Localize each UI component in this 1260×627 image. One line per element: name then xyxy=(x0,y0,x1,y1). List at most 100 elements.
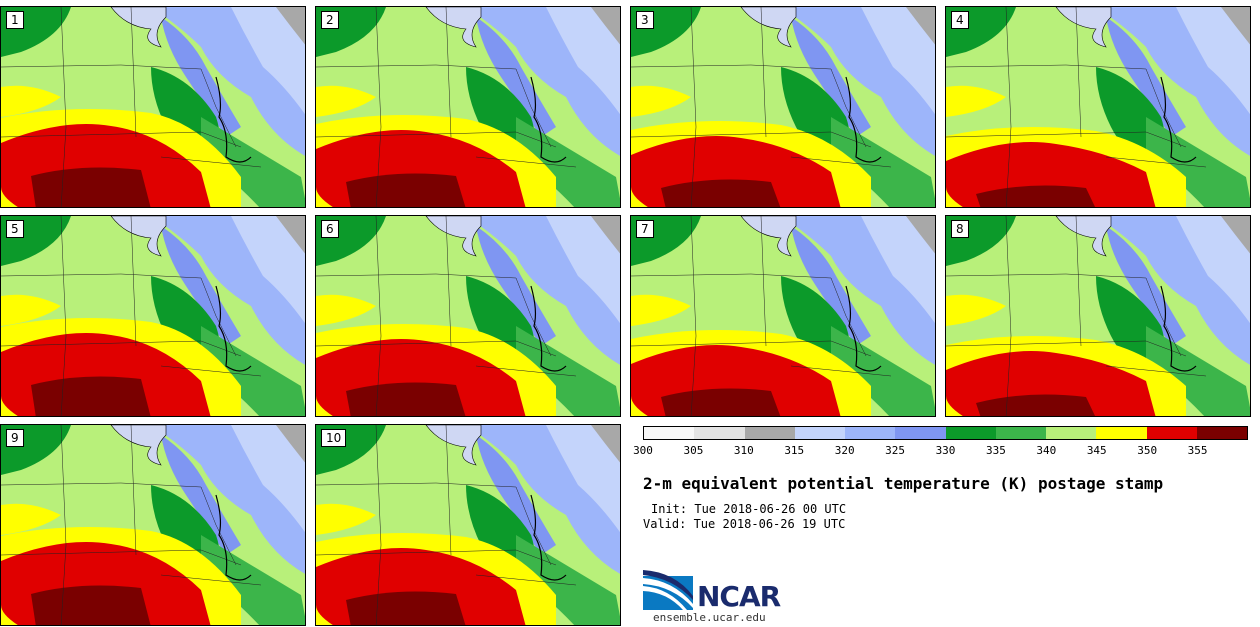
state-border xyxy=(475,574,577,586)
field-contour xyxy=(231,216,305,324)
state-border xyxy=(316,273,517,279)
coastline xyxy=(1160,76,1197,163)
field-contour xyxy=(631,85,691,117)
lake-outline xyxy=(1055,216,1112,257)
colorbar-ticks: 300 305 310 315 320 325 330 335 340 345 350 355 xyxy=(633,444,1248,458)
field-contour xyxy=(276,7,305,45)
state-border xyxy=(515,277,552,357)
state-border xyxy=(475,156,577,168)
state-border xyxy=(790,365,892,377)
field-contour xyxy=(591,7,620,45)
colorbar-tick-label: 335 xyxy=(985,444,1006,457)
colorbar-tick-label: 325 xyxy=(885,444,906,457)
theta-e-field xyxy=(316,7,620,207)
colorbar-tick-label: 320 xyxy=(834,444,855,457)
member-map-8[interactable]: 8 xyxy=(945,215,1251,417)
lake-outline xyxy=(110,216,167,257)
member-label: 10 xyxy=(321,429,347,447)
field-contour xyxy=(546,7,620,115)
state-border xyxy=(946,64,1147,70)
member-map-6[interactable]: 6 xyxy=(315,215,621,417)
theta-e-field xyxy=(946,7,1250,207)
state-border xyxy=(316,549,557,566)
state-border xyxy=(1,549,242,566)
state-border xyxy=(1,131,242,148)
state-border xyxy=(316,340,557,357)
state-border xyxy=(200,277,237,357)
state-border xyxy=(1,340,242,357)
field-contour xyxy=(31,376,151,416)
state-border xyxy=(445,7,452,138)
member-map-2[interactable]: 2 xyxy=(315,6,621,208)
colorbar-segment xyxy=(644,427,695,439)
state-border xyxy=(1105,156,1207,168)
member-map-9[interactable]: 9 xyxy=(0,424,306,626)
colorbar-tick-label: 300 xyxy=(633,444,653,457)
member-label: 3 xyxy=(636,11,654,29)
theta-e-field xyxy=(1,7,305,207)
field-contour xyxy=(661,388,781,416)
colorbar-segment xyxy=(744,427,795,439)
state-border xyxy=(316,64,517,70)
field-contour xyxy=(346,382,466,416)
theta-e-field xyxy=(316,216,620,416)
field-contour xyxy=(546,216,620,324)
colorbar-tick-label: 345 xyxy=(1086,444,1107,457)
state-border xyxy=(830,277,867,357)
field-contour xyxy=(861,7,935,115)
field-contour xyxy=(1,503,61,535)
theta-e-field xyxy=(946,216,1250,416)
field-contour xyxy=(946,85,1006,117)
colorbar-tick-label: 310 xyxy=(733,444,754,457)
coastline xyxy=(530,494,567,581)
colorbar-tick-label: 315 xyxy=(784,444,805,457)
colorbar-tick-label: 340 xyxy=(1036,444,1057,457)
state-border xyxy=(946,340,1187,357)
colorbar-tick-label: 355 xyxy=(1187,444,1208,457)
member-map-7[interactable]: 7 xyxy=(630,215,936,417)
colorbar-segment xyxy=(794,427,845,439)
field-contour xyxy=(591,425,620,463)
member-map-1[interactable]: 1 xyxy=(0,6,306,208)
state-border xyxy=(160,156,262,168)
state-border xyxy=(946,131,1187,148)
colorbar-segment xyxy=(1096,427,1147,439)
field-contour xyxy=(1221,216,1250,254)
field-contour xyxy=(976,394,1096,416)
lake-outline xyxy=(1055,7,1112,48)
logo-text: NCAR xyxy=(697,580,781,613)
state-border xyxy=(375,425,382,625)
field-contour xyxy=(276,216,305,254)
state-border xyxy=(445,425,452,556)
member-map-4[interactable]: 4 xyxy=(945,6,1251,208)
lake-outline xyxy=(740,216,797,257)
theta-e-field xyxy=(631,7,935,207)
colorbar-segment xyxy=(1046,427,1097,439)
member-label: 8 xyxy=(951,220,969,238)
state-border xyxy=(1075,7,1082,138)
colorbar-segment xyxy=(1196,427,1247,439)
state-border xyxy=(160,574,262,586)
state-border xyxy=(375,216,382,416)
field-contour xyxy=(1176,216,1250,324)
state-border xyxy=(316,131,557,148)
state-border xyxy=(1,64,202,70)
source-url: ensemble.ucar.edu xyxy=(653,611,766,624)
colorbar-segment xyxy=(945,427,996,439)
state-border xyxy=(200,68,237,148)
state-border xyxy=(1005,216,1012,416)
state-border xyxy=(445,216,452,347)
state-border xyxy=(316,482,517,488)
state-border xyxy=(1,482,202,488)
member-map-10[interactable]: 10 xyxy=(315,424,621,626)
field-contour xyxy=(231,7,305,115)
field-contour xyxy=(906,216,935,254)
valid-time: Valid: Tue 2018-06-26 19 UTC xyxy=(643,517,846,531)
lake-outline xyxy=(425,425,482,466)
state-border xyxy=(1105,365,1207,377)
member-map-5[interactable]: 5 xyxy=(0,215,306,417)
theta-e-field xyxy=(1,216,305,416)
state-border xyxy=(515,486,552,566)
theta-e-field xyxy=(316,425,620,625)
member-map-3[interactable]: 3 xyxy=(630,6,936,208)
